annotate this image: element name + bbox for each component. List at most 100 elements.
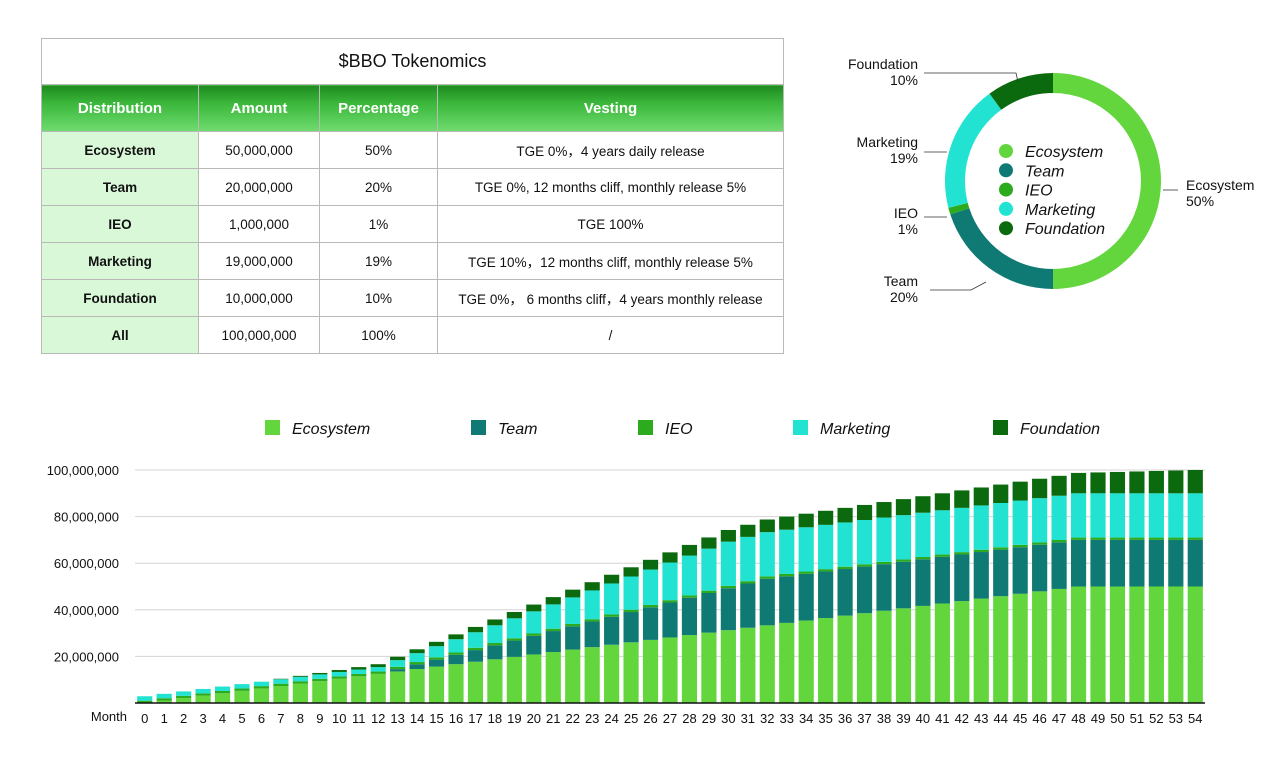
bar-segment-team xyxy=(1070,539,1087,587)
bar-segment-ecosystem xyxy=(506,656,522,703)
bar-segment-ieo xyxy=(1168,537,1184,540)
x-tick-label: 20 xyxy=(527,711,541,726)
callout-label-ieo: IEO xyxy=(894,205,918,221)
bar-segment-team xyxy=(526,635,542,655)
bar-segment-ieo xyxy=(137,700,153,703)
bar-segment-ieo xyxy=(273,683,289,687)
bar-segment-ieo xyxy=(1148,537,1164,540)
bar-legend-label-marketing: Marketing xyxy=(820,421,890,438)
amount-cell: 20,000,000 xyxy=(198,168,320,206)
x-tick-label: 18 xyxy=(488,711,502,726)
bar-segment-ieo xyxy=(895,559,912,562)
bar-segment-ieo xyxy=(779,573,795,577)
bar-segment-marketing xyxy=(1012,500,1028,545)
bar-segment-foundation xyxy=(448,634,464,640)
bar-segment-marketing xyxy=(487,625,503,644)
bar-segment-ieo xyxy=(993,547,1009,550)
bar-segment-ieo xyxy=(448,652,464,655)
bar-segment-ieo xyxy=(740,581,756,584)
x-tick-label: 44 xyxy=(993,711,1007,726)
bar-segment-marketing xyxy=(993,503,1009,548)
bar-segment-team xyxy=(856,566,873,614)
vesting-cell: TGE 0%, 12 months cliff, monthly release… xyxy=(437,168,784,206)
bar-segment-marketing xyxy=(467,632,484,648)
bar-segment-team xyxy=(1032,544,1048,592)
bar-segment-ecosystem xyxy=(876,610,892,703)
callout-line-team xyxy=(930,281,987,291)
bar-segment-foundation xyxy=(1129,471,1145,494)
bar-segment-team xyxy=(390,669,406,672)
bar-segment-ieo xyxy=(195,693,211,696)
bar-segment-team xyxy=(623,612,639,643)
bar-segment-team xyxy=(1168,539,1184,587)
bar-segment-marketing xyxy=(604,583,620,615)
bar-segment-ecosystem xyxy=(720,630,736,703)
bar-segment-team xyxy=(642,607,659,640)
bar-segment-team xyxy=(954,554,970,602)
bar-segment-ecosystem xyxy=(1012,593,1028,703)
amount-cell: 50,000,000 xyxy=(198,131,320,169)
bar-segment-ieo xyxy=(1109,537,1126,540)
bar-segment-marketing xyxy=(506,618,522,639)
bar-segment-team xyxy=(428,659,445,667)
callout-label-foundation: Foundation xyxy=(848,56,918,72)
bar-segment-ecosystem xyxy=(331,678,347,703)
x-tick-label: 15 xyxy=(429,711,443,726)
bar-segment-foundation xyxy=(351,667,367,670)
x-tick-label: 0 xyxy=(141,711,148,726)
tokenomics-table: $BBO Tokenomics Distribution Amount Perc… xyxy=(41,38,784,354)
bar-segment-ieo xyxy=(390,666,406,670)
table-row: Marketing 19,000,000 19% TGE 10%，12 mont… xyxy=(41,242,784,280)
bar-segment-ieo xyxy=(1187,537,1203,540)
bar-segment-team xyxy=(837,569,853,616)
donut-legend-swatch-ecosystem xyxy=(999,144,1013,158)
bar-segment-ieo xyxy=(1129,537,1145,540)
bar-segment-marketing xyxy=(234,684,250,689)
x-tick-label: 14 xyxy=(410,711,424,726)
bar-segment-foundation xyxy=(623,567,639,577)
bar-segment-foundation xyxy=(506,612,522,619)
x-tick-label: 9 xyxy=(316,711,323,726)
bar-segment-marketing xyxy=(876,517,892,562)
bar-segment-team xyxy=(895,561,912,609)
x-tick-label: 47 xyxy=(1052,711,1066,726)
x-tick-label: 46 xyxy=(1032,711,1046,726)
bar-segment-team xyxy=(1051,542,1067,589)
bar-segment-ecosystem xyxy=(448,664,464,703)
percentage-cell: 100% xyxy=(319,316,438,354)
donut-slice-foundation xyxy=(989,73,1053,110)
bar-segment-foundation xyxy=(331,670,347,672)
bar-segment-ecosystem xyxy=(195,695,211,703)
bar-segment-ieo xyxy=(973,549,989,553)
percentage-cell: 20% xyxy=(319,168,438,206)
x-tick-label: 50 xyxy=(1110,711,1124,726)
x-tick-label: 36 xyxy=(838,711,852,726)
bar-segment-foundation xyxy=(876,502,892,518)
bar-segment-marketing xyxy=(856,519,873,565)
vesting-cell: TGE 0%，4 years daily release xyxy=(437,131,784,169)
donut-slice-marketing xyxy=(945,93,1002,208)
x-tick-label: 33 xyxy=(779,711,793,726)
x-tick-label: 16 xyxy=(449,711,463,726)
bar-segment-ecosystem xyxy=(156,700,172,703)
bar-segment-team xyxy=(701,593,717,633)
bar-segment-foundation xyxy=(312,672,328,675)
distribution-cell: All xyxy=(41,316,199,354)
bar-segment-ieo xyxy=(1012,544,1028,548)
bar-segment-foundation xyxy=(390,656,406,661)
bar-segment-marketing xyxy=(1070,493,1087,538)
bar-segment-foundation xyxy=(1148,470,1164,494)
callout-pct-marketing: 19% xyxy=(890,150,918,166)
bar-segment-marketing xyxy=(370,667,386,672)
bar-segment-team xyxy=(973,552,989,599)
x-tick-label: 32 xyxy=(760,711,774,726)
bar-segment-marketing xyxy=(292,676,308,682)
vesting-stacked-bar-chart: Ecosystem Team IEO Marketing Foundation 20,00… xyxy=(47,420,1205,726)
x-tick-label: 52 xyxy=(1149,711,1163,726)
x-tick-label: 35 xyxy=(818,711,832,726)
callout-pct-ieo: 1% xyxy=(898,221,918,237)
bar-segment-foundation xyxy=(701,537,717,549)
bar-segment-marketing xyxy=(662,562,678,601)
x-tick-label: 24 xyxy=(604,711,618,726)
bar-segment-ieo xyxy=(526,633,542,636)
